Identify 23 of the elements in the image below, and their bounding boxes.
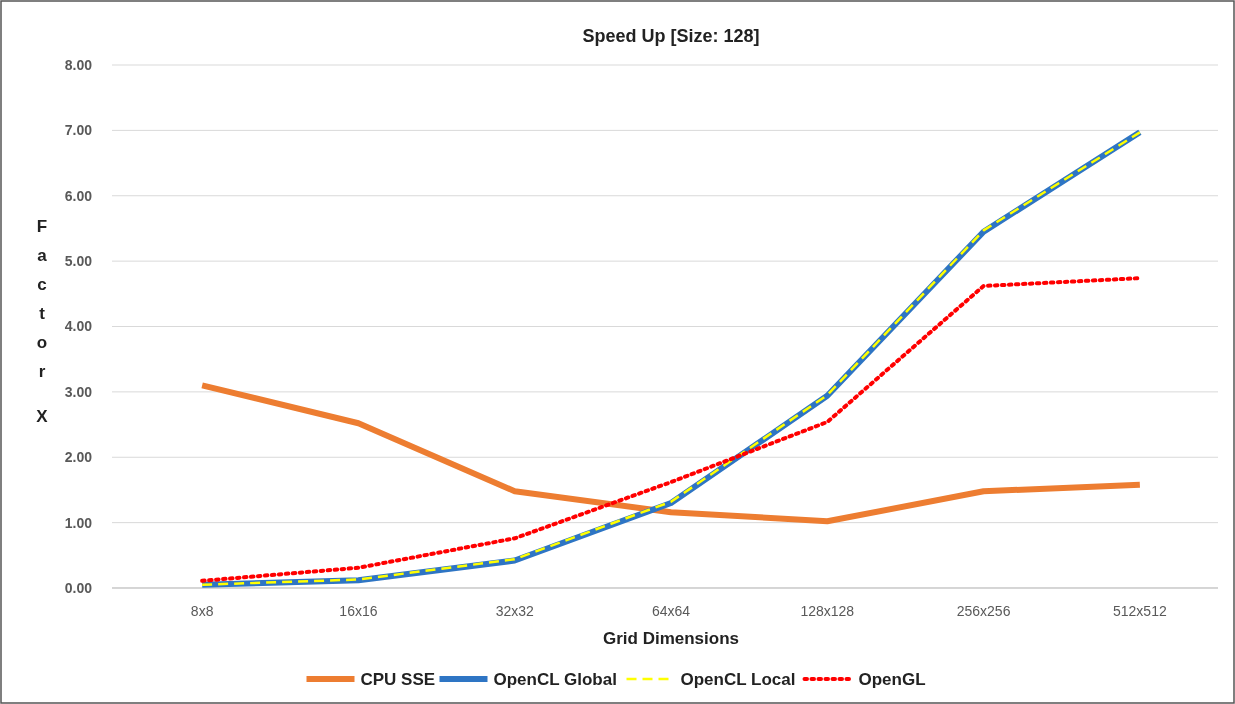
x-axis-title: Grid Dimensions bbox=[602, 629, 740, 648]
legend-label: CPU SSE bbox=[360, 669, 436, 689]
y-tick-label: 1.00 bbox=[64, 514, 93, 531]
y-tick-label: 2.00 bbox=[64, 449, 93, 466]
y-tick-label: 3.00 bbox=[64, 383, 93, 400]
y-tick-label: 0.00 bbox=[64, 579, 93, 596]
legend-label: OpenGL bbox=[858, 669, 926, 689]
y-tick-label: 5.00 bbox=[64, 253, 93, 270]
x-tick-label: 32x32 bbox=[495, 603, 534, 619]
x-tick-label: 16x16 bbox=[339, 603, 378, 619]
x-tick-label: 128x128 bbox=[800, 603, 855, 619]
x-tick-label: 64x64 bbox=[651, 603, 691, 619]
y-tick-label: 6.00 bbox=[64, 187, 93, 204]
x-tick-label: 256x256 bbox=[956, 603, 1011, 619]
chart-title: Speed Up [Size: 128] bbox=[582, 26, 760, 46]
y-tick-label: 4.00 bbox=[64, 318, 93, 335]
legend-label: OpenCL Global bbox=[493, 669, 617, 689]
legend-label: OpenCL Local bbox=[680, 669, 796, 689]
x-tick-label: 8x8 bbox=[190, 603, 214, 619]
x-tick-label: 512x512 bbox=[1113, 603, 1167, 619]
text: Factor X bbox=[36, 217, 48, 426]
y-tick-label: 8.00 bbox=[64, 56, 93, 73]
y-tick-label: 7.00 bbox=[64, 122, 93, 139]
